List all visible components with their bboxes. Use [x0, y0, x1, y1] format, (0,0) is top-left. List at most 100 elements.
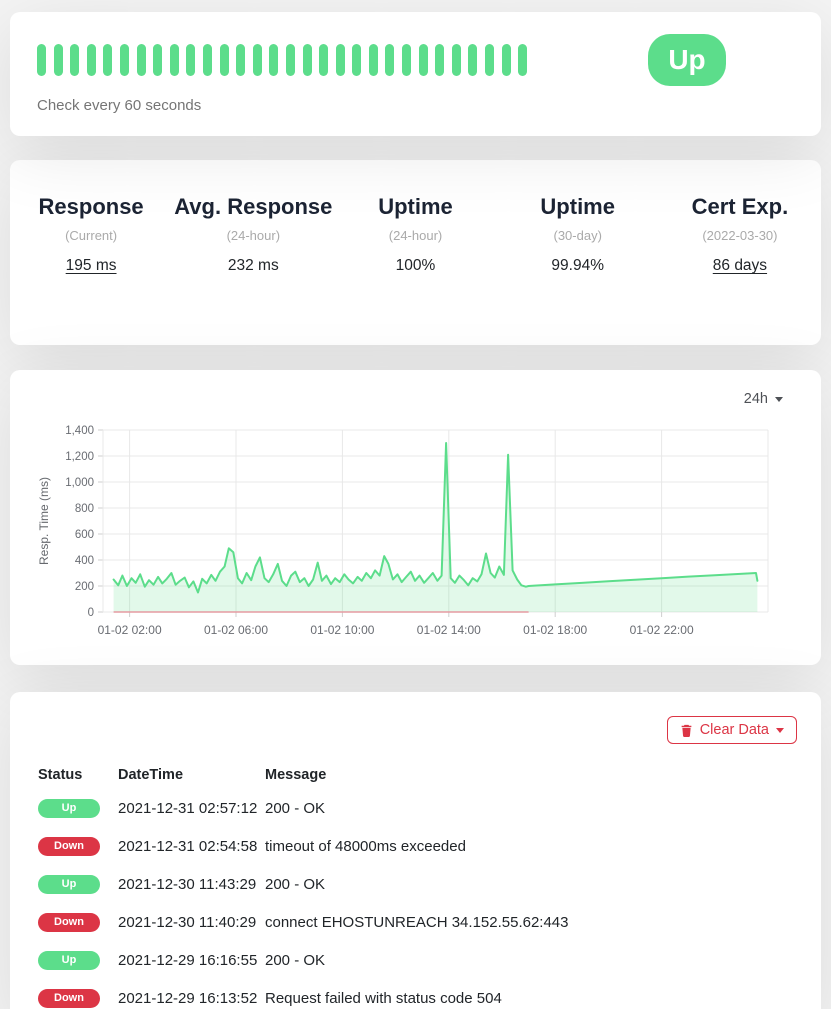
heartbeat-bar[interactable]: [136, 44, 146, 76]
caret-down-icon: [776, 727, 784, 733]
heartbeat-bar[interactable]: [236, 44, 246, 76]
heartbeat-bar[interactable]: [385, 44, 395, 76]
event-datetime: 2021-12-29 16:13:52: [118, 989, 258, 1007]
stat-subtitle: (24-hour): [226, 228, 281, 243]
status-badge: Up: [38, 951, 100, 970]
stat-title: Uptime: [540, 194, 615, 219]
trash-icon: [681, 724, 692, 737]
table-row: Down 2021-12-31 02:54:58 timeout of 48000m…: [38, 827, 797, 865]
table-row: Up 2021-12-31 02:57:12 200 - OK: [38, 789, 797, 827]
heartbeat-bar[interactable]: [186, 44, 196, 76]
event-message: 200 - OK: [265, 875, 326, 893]
stat-response-current: Response (Current) 195 ms: [10, 192, 172, 345]
status-badge: Down: [38, 913, 100, 932]
svg-text:400: 400: [75, 555, 94, 567]
svg-text:1,000: 1,000: [65, 477, 94, 489]
heartbeat-bar[interactable]: [468, 44, 478, 76]
svg-text:200: 200: [75, 581, 94, 593]
event-message: 200 - OK: [265, 951, 326, 969]
svg-text:01-02 14:00: 01-02 14:00: [417, 623, 481, 637]
event-message: connect EHOSTUNREACH 34.152.55.62:443: [265, 913, 569, 931]
stat-subtitle: (Current): [65, 228, 118, 243]
stat-cert-exp: Cert Exp. (2022-03-30) 86 days: [659, 192, 821, 345]
heartbeat-bar[interactable]: [169, 44, 179, 76]
heartbeat-bar[interactable]: [501, 44, 511, 76]
status-pill-label: Up: [668, 44, 706, 75]
stat-avg-response: Avg. Response (24-hour) 232 ms: [172, 192, 334, 345]
heartbeat-bar[interactable]: [335, 44, 345, 76]
svg-text:01-02 06:00: 01-02 06:00: [204, 623, 268, 637]
response-chart[interactable]: 0 200 400 600 800 1,000 1,200 1,400 01-02 02:00 0…: [26, 414, 805, 654]
table-row: Up 2021-12-29 16:16:55 200 - OK: [38, 941, 797, 979]
event-datetime: 2021-12-31 02:54:58: [118, 837, 258, 855]
events-toolbar: Clear Data: [38, 716, 797, 744]
status-badge: Down: [38, 837, 100, 856]
monitor-status-card: Check every 60 seconds Up: [10, 12, 821, 136]
stat-subtitle: (2022-03-30): [702, 228, 778, 243]
chart-period-label: 24h: [743, 391, 768, 407]
svg-text:01-02 18:00: 01-02 18:00: [523, 623, 587, 637]
events-card: Clear Data Status DateTime Message Up 202…: [10, 692, 821, 1009]
table-row: Up 2021-12-30 11:43:29 200 - OK: [38, 865, 797, 903]
heartbeat-bar[interactable]: [485, 44, 495, 76]
heartbeat-bar[interactable]: [153, 44, 163, 76]
event-message: Request failed with status code 504: [265, 989, 502, 1007]
event-datetime: 2021-12-31 02:57:12: [118, 799, 258, 817]
heartbeat-bar[interactable]: [319, 44, 329, 76]
stat-value[interactable]: 195 ms: [65, 257, 117, 274]
svg-text:1,400: 1,400: [65, 425, 94, 437]
svg-text:0: 0: [88, 607, 94, 619]
heartbeat-bar[interactable]: [451, 44, 461, 76]
heartbeat-bar[interactable]: [352, 44, 362, 76]
status-badge: Up: [38, 799, 100, 818]
table-row: Down 2021-12-29 16:13:52 Request failed wi…: [38, 979, 797, 1009]
status-badge: Down: [38, 989, 100, 1008]
heartbeat-bar[interactable]: [435, 44, 445, 76]
stat-value: 232 ms: [227, 257, 279, 274]
chart-card: 24h 0 200 400 600 800 1,000 1,200 1,400 01-02 02…: [10, 370, 821, 665]
column-header-datetime: DateTime: [118, 767, 184, 783]
heartbeat-bar[interactable]: [103, 44, 113, 76]
stat-title: Response: [38, 194, 144, 219]
heartbeat-bar[interactable]: [418, 44, 428, 76]
events-table-body: Up 2021-12-31 02:57:12 200 - OK Down 2021-12…: [38, 789, 797, 1009]
svg-text:01-02 02:00: 01-02 02:00: [98, 623, 162, 637]
stat-uptime-30d: Uptime (30-day) 99.94%: [497, 192, 659, 345]
heartbeat-bar[interactable]: [368, 44, 378, 76]
heartbeat-bar[interactable]: [53, 44, 63, 76]
check-interval-text: Check every 60 seconds: [37, 97, 202, 114]
heartbeat-bar[interactable]: [252, 44, 262, 76]
stat-uptime-24h: Uptime (24-hour) 100%: [334, 192, 496, 345]
stat-value[interactable]: 86 days: [712, 257, 768, 274]
svg-text:1,200: 1,200: [65, 451, 94, 463]
heartbeat-bar[interactable]: [119, 44, 129, 76]
chart-period-select[interactable]: 24h: [744, 391, 797, 407]
event-datetime: 2021-12-30 11:40:29: [118, 913, 257, 931]
event-message: timeout of 48000ms exceeded: [265, 837, 466, 855]
clear-data-button[interactable]: Clear Data: [666, 716, 797, 744]
stat-subtitle: (30-day): [553, 228, 602, 243]
clear-data-label: Clear Data: [699, 722, 769, 738]
chevron-down-icon: [775, 396, 783, 402]
heartbeat-bar[interactable]: [70, 44, 80, 76]
heartbeat-bar[interactable]: [202, 44, 212, 76]
stat-title: Uptime: [378, 194, 453, 219]
svg-text:800: 800: [75, 503, 94, 515]
status-badge: Up: [38, 875, 100, 894]
heartbeat-bar[interactable]: [402, 44, 412, 76]
heartbeat-bars[interactable]: [37, 44, 537, 76]
table-row: Down 2021-12-30 11:40:29 connect EHOSTUNRE…: [38, 903, 797, 941]
heartbeat-bar[interactable]: [518, 44, 528, 76]
heartbeat-bar[interactable]: [86, 44, 96, 76]
column-header-status: Status: [38, 767, 83, 783]
svg-text:01-02 22:00: 01-02 22:00: [630, 623, 694, 637]
heartbeat-bar[interactable]: [37, 44, 46, 76]
events-table: Status DateTime Message Up 2021-12-31 02:…: [38, 757, 797, 1009]
svg-text:01-02 10:00: 01-02 10:00: [310, 623, 374, 637]
heartbeat-bar[interactable]: [302, 44, 312, 76]
heartbeat-bar[interactable]: [219, 44, 229, 76]
heartbeat-bar[interactable]: [269, 44, 279, 76]
stats-card: Response (Current) 195 ms Avg. Response …: [10, 160, 821, 345]
heartbeat-bar[interactable]: [285, 44, 295, 76]
